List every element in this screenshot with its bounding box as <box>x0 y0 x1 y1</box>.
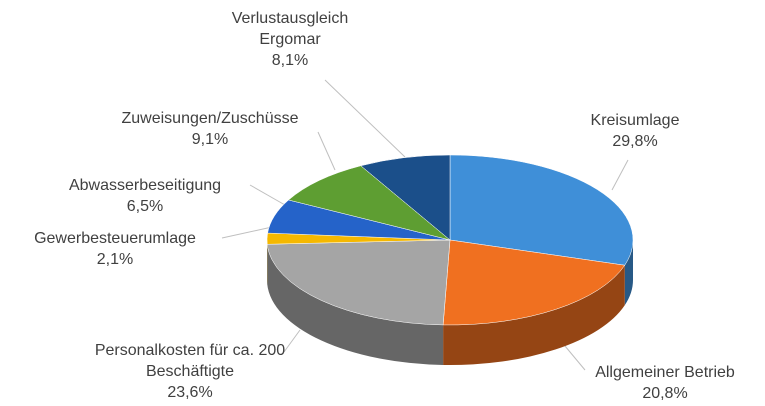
data-label: Personalkosten für ca. 200 Beschäftigte 2… <box>90 340 290 403</box>
slice-side <box>267 244 444 365</box>
data-label: Verlustausgleich Ergomar 8,1% <box>220 8 360 71</box>
slice <box>288 165 451 241</box>
leader-line <box>221 226 273 239</box>
category-label: Abwasserbeseitigung <box>68 177 222 194</box>
value-label: 23,6% <box>167 384 213 401</box>
data-label: Abwasserbeseitigung 6,5% <box>45 175 245 217</box>
category-label: Kreisumlage <box>590 112 680 129</box>
pie-top <box>266 154 634 326</box>
category-label: Gewerbesteuerumlage <box>34 230 196 247</box>
data-label: Zuweisungen/Zuschüsse 9,1% <box>100 108 320 150</box>
data-label: Kreisumlage 29,8% <box>535 110 735 152</box>
value-label: 9,1% <box>191 131 229 148</box>
value-label: 29,8% <box>612 133 658 150</box>
data-label: Gewerbesteuerumlage 2,1% <box>15 228 215 270</box>
value-label: 20,8% <box>642 385 688 402</box>
slice <box>360 154 451 241</box>
leader-line <box>324 79 406 158</box>
category-label: Allgemeiner Betrieb <box>595 364 735 381</box>
value-label: 6,5% <box>126 198 164 215</box>
slice-side <box>624 240 633 306</box>
category-label: Personalkosten für ca. 200 Beschäftigte <box>94 342 286 380</box>
slice <box>442 239 626 326</box>
leader-line <box>317 131 336 171</box>
slice <box>449 154 634 266</box>
value-label: 2,1% <box>96 251 134 268</box>
leader-line <box>283 329 301 353</box>
pie-sides <box>267 240 633 365</box>
data-label: Allgemeiner Betrieb 20,8% <box>565 362 765 404</box>
leader-line <box>611 159 629 191</box>
slice-side <box>443 265 625 365</box>
leader-line <box>249 184 286 206</box>
category-label: Verlustausgleich Ergomar <box>231 10 349 48</box>
slice <box>266 239 451 326</box>
value-label: 8,1% <box>271 52 309 69</box>
category-label: Zuweisungen/Zuschüsse <box>121 110 299 127</box>
